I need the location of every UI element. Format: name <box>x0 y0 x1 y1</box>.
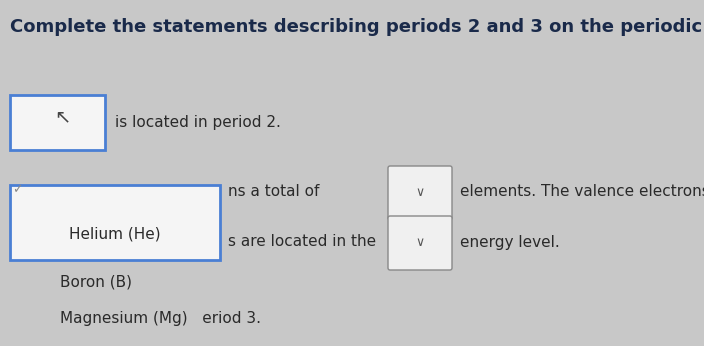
Text: energy level.: energy level. <box>460 235 560 249</box>
FancyBboxPatch shape <box>388 216 452 270</box>
Text: ✓: ✓ <box>12 183 23 196</box>
Bar <box>10 95 105 150</box>
Text: ∨: ∨ <box>415 186 425 200</box>
Text: Complete the statements describing periods 2 and 3 on the periodic table.: Complete the statements describing perio… <box>10 18 704 36</box>
Text: elements. The valence electrons: elements. The valence electrons <box>460 184 704 200</box>
Text: Boron (B): Boron (B) <box>60 274 132 290</box>
Text: Magnesium (Mg)   eriod 3.: Magnesium (Mg) eriod 3. <box>60 310 261 326</box>
FancyBboxPatch shape <box>388 166 452 220</box>
Text: ns a total of: ns a total of <box>228 184 320 200</box>
Text: s are located in the: s are located in the <box>228 235 376 249</box>
Text: ∨: ∨ <box>415 237 425 249</box>
Text: ↖: ↖ <box>54 108 70 127</box>
Text: Helium (He): Helium (He) <box>69 226 161 241</box>
Bar <box>10 185 220 260</box>
Text: is located in period 2.: is located in period 2. <box>115 115 281 129</box>
